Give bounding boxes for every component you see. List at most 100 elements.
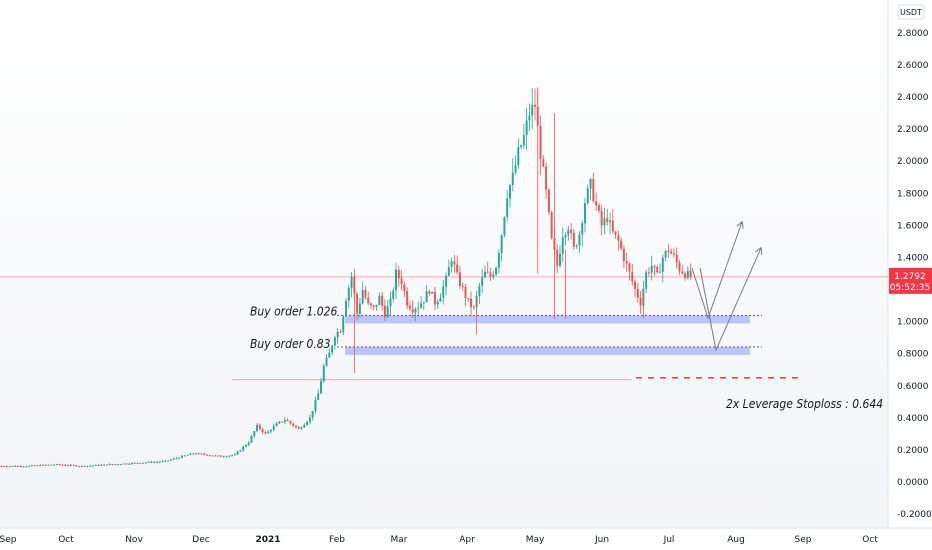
candle-body — [128, 463, 131, 465]
candle-body — [439, 297, 442, 302]
candle-body — [86, 465, 89, 467]
candle-body — [575, 245, 578, 247]
candle-body — [686, 270, 689, 278]
candle-body — [119, 464, 122, 466]
candle-body — [328, 352, 331, 358]
candle-body — [295, 425, 297, 428]
candle-body — [589, 178, 592, 189]
candle-body — [306, 421, 309, 425]
price-tick: 0.2000 — [897, 446, 929, 456]
time-tick: Feb — [329, 535, 345, 545]
candle-body — [258, 424, 261, 430]
candle-body — [361, 289, 364, 304]
buy-zone-2[interactable] — [345, 346, 750, 355]
candle-body — [603, 218, 606, 226]
currency-badge[interactable] — [897, 4, 925, 20]
candle-body — [656, 267, 659, 273]
candle-body — [272, 426, 275, 431]
candle-body — [506, 198, 509, 218]
candle-body — [370, 303, 372, 306]
candle-body — [58, 464, 61, 466]
candle-body — [489, 272, 492, 278]
candle-body — [192, 453, 195, 455]
price-tick: 1.6000 — [897, 221, 929, 231]
candle-body — [659, 271, 662, 273]
candle-body — [44, 464, 47, 466]
candle-body — [525, 120, 528, 136]
chart-background — [0, 0, 888, 528]
candle-body — [375, 304, 378, 307]
buy-zone-1[interactable] — [345, 315, 750, 324]
candle-body — [147, 461, 150, 463]
candle-body — [303, 424, 306, 428]
candle-body — [331, 345, 334, 353]
candle-body — [436, 301, 439, 305]
candle-body — [42, 464, 45, 466]
candle-body — [292, 423, 295, 426]
price-tick: 0.6000 — [897, 382, 929, 392]
projection-arrow-1[interactable] — [691, 222, 742, 320]
candle-body — [453, 261, 456, 265]
candle-body — [169, 459, 172, 461]
candle-body — [36, 465, 39, 467]
candle-body — [597, 205, 600, 211]
candle-body — [667, 250, 670, 252]
candle-body — [67, 465, 70, 467]
time-axis[interactable]: Sep Oct Nov Dec 2021 Feb Mar Apr May Jun Jul Aug Sep… — [0, 535, 878, 545]
candle-body — [28, 465, 31, 467]
candle-body — [69, 464, 72, 466]
time-tick: 2021 — [255, 535, 280, 545]
time-tick: Jul — [663, 535, 675, 545]
candle-body — [242, 446, 245, 451]
candle-body — [481, 277, 484, 286]
candle-body — [297, 427, 300, 429]
candle-body — [425, 291, 428, 303]
candle-body — [620, 240, 623, 249]
candle-body — [55, 464, 58, 466]
time-tick: Sep — [0, 535, 17, 545]
candle-body — [497, 252, 500, 268]
candle-body — [181, 455, 184, 458]
candle-body — [539, 125, 542, 160]
candle-body — [236, 451, 239, 455]
time-tick: Nov — [125, 535, 143, 545]
candles-group — [0, 87, 692, 468]
candle-body — [414, 309, 417, 313]
price-axis[interactable]: 2.8000 2.6000 2.4000 2.2000 2.0000 1.8000 1.60… — [897, 29, 932, 520]
candle-body — [670, 251, 673, 254]
candle-body — [175, 458, 178, 460]
candle-body — [286, 419, 289, 422]
candle-body — [478, 285, 481, 296]
candle-body — [317, 393, 320, 401]
candle-body — [684, 273, 687, 278]
price-tick: 2.0000 — [897, 157, 929, 167]
candle-body — [142, 462, 145, 464]
candle-body — [408, 305, 411, 309]
candle-body — [631, 271, 634, 282]
candle-body — [467, 298, 470, 300]
candle-body — [19, 465, 22, 467]
candle-body — [595, 201, 598, 206]
candle-body — [517, 147, 520, 166]
candle-body — [584, 203, 586, 224]
projection-arrows[interactable] — [691, 222, 761, 352]
time-tick: Apr — [459, 535, 475, 545]
candle-body — [503, 217, 506, 236]
candle-body — [564, 235, 567, 238]
projection-arrow-2[interactable] — [699, 248, 761, 352]
candle-body — [461, 286, 464, 288]
candle-body — [559, 253, 561, 266]
candle-body — [275, 423, 278, 427]
price-tick: 0.0000 — [897, 478, 929, 488]
candle-body — [417, 307, 420, 310]
candle-body — [336, 331, 339, 338]
candle-body — [578, 234, 581, 246]
candle-body — [389, 298, 392, 307]
candle-body — [675, 254, 678, 263]
candle-body — [108, 464, 111, 466]
candle-body — [464, 286, 467, 299]
candle-body — [131, 462, 133, 464]
candle-body — [625, 261, 628, 264]
candle-body — [11, 465, 14, 467]
